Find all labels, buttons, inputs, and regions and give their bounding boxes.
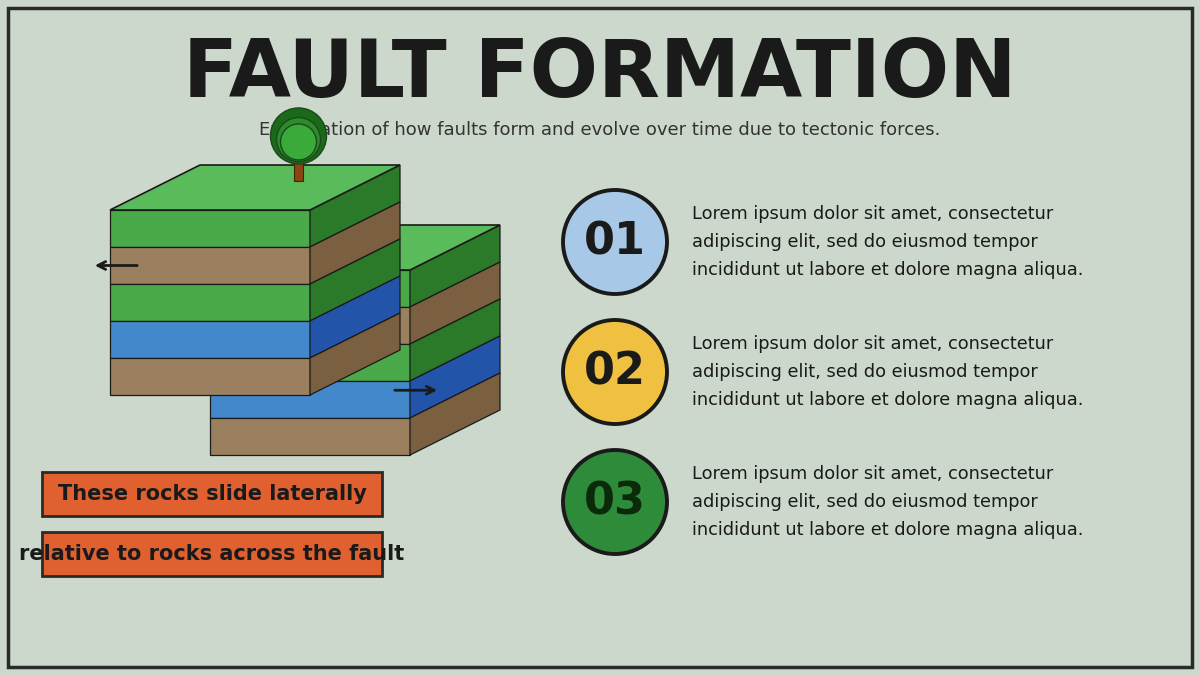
Polygon shape [110, 210, 310, 247]
Ellipse shape [563, 320, 667, 424]
Circle shape [281, 124, 317, 160]
Polygon shape [410, 299, 500, 381]
Polygon shape [210, 418, 410, 455]
Polygon shape [310, 313, 400, 395]
Polygon shape [110, 247, 310, 284]
Polygon shape [210, 381, 410, 418]
Polygon shape [210, 225, 500, 270]
Polygon shape [410, 225, 500, 307]
FancyBboxPatch shape [42, 472, 382, 516]
Text: FAULT FORMATION: FAULT FORMATION [184, 36, 1016, 114]
Polygon shape [410, 373, 500, 455]
Polygon shape [410, 336, 500, 418]
Polygon shape [110, 284, 310, 321]
FancyBboxPatch shape [42, 532, 382, 576]
Text: relative to rocks across the fault: relative to rocks across the fault [19, 544, 404, 564]
Text: 03: 03 [584, 481, 646, 524]
Text: Explanation of how faults form and evolve over time due to tectonic forces.: Explanation of how faults form and evolv… [259, 121, 941, 139]
Polygon shape [210, 270, 410, 307]
Text: These rocks slide laterally: These rocks slide laterally [58, 484, 366, 504]
Polygon shape [310, 202, 400, 284]
Text: 01: 01 [584, 221, 646, 263]
Polygon shape [110, 358, 310, 395]
Circle shape [270, 108, 326, 164]
Text: 02: 02 [584, 350, 646, 394]
Text: Lorem ipsum dolor sit amet, consectetur
adipiscing elit, sed do eiusmod tempor
i: Lorem ipsum dolor sit amet, consectetur … [692, 205, 1084, 279]
Text: Lorem ipsum dolor sit amet, consectetur
adipiscing elit, sed do eiusmod tempor
i: Lorem ipsum dolor sit amet, consectetur … [692, 335, 1084, 409]
Polygon shape [310, 276, 400, 358]
Polygon shape [110, 321, 310, 358]
Polygon shape [110, 165, 400, 210]
Polygon shape [410, 262, 500, 344]
Polygon shape [210, 344, 410, 381]
Ellipse shape [563, 450, 667, 554]
Polygon shape [310, 165, 400, 247]
Circle shape [276, 117, 320, 161]
Polygon shape [210, 307, 410, 344]
Bar [294, 153, 302, 181]
Ellipse shape [563, 190, 667, 294]
Polygon shape [310, 239, 400, 321]
Text: Lorem ipsum dolor sit amet, consectetur
adipiscing elit, sed do eiusmod tempor
i: Lorem ipsum dolor sit amet, consectetur … [692, 465, 1084, 539]
